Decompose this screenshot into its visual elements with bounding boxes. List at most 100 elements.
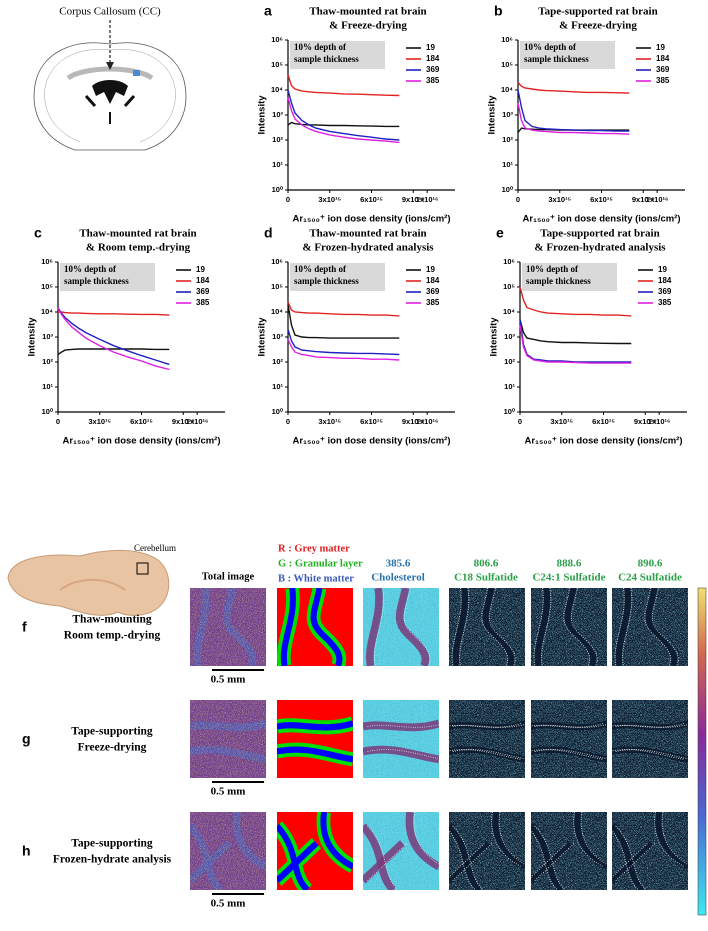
legend-label: 369 — [656, 65, 670, 74]
sagittal-label: Cerebellum — [134, 543, 176, 553]
annotation: sample thickness — [526, 276, 591, 286]
ion-image — [449, 588, 525, 666]
image-band-edge — [452, 723, 525, 728]
ion-image — [363, 700, 439, 778]
y-tick-label: 10² — [42, 357, 53, 366]
annotation-box — [290, 41, 385, 69]
legend-label: 19 — [656, 43, 665, 52]
image-band-edge — [413, 812, 439, 865]
series-line — [287, 89, 400, 141]
x-axis-label: Ar₁₅₀₀⁺ ion dose density (ions/cm²) — [62, 436, 220, 447]
series-line — [287, 304, 400, 339]
series-line — [57, 307, 170, 371]
image-band — [452, 588, 469, 666]
y-tick-label: 10⁰ — [272, 185, 284, 194]
y-tick-label: 10¹ — [42, 382, 53, 391]
image-band-edge — [534, 749, 607, 760]
series-line — [287, 97, 400, 144]
ion-image — [531, 812, 607, 890]
rgb-legend: G : Granular layer — [278, 558, 363, 569]
series-line — [287, 301, 400, 317]
series-line — [287, 74, 400, 97]
image-grain — [363, 700, 439, 778]
row-panel-letter: f — [22, 619, 27, 635]
image-band-edge — [491, 812, 522, 868]
image-band-edge — [615, 825, 647, 890]
image-band — [405, 812, 439, 871]
chart-title: & Room temp.-drying — [86, 242, 191, 254]
image-band-edge — [615, 842, 656, 881]
legend-label: 369 — [658, 287, 672, 296]
image-band-edge — [612, 749, 685, 760]
image-band-edge — [481, 588, 509, 666]
image-band — [531, 840, 573, 883]
color-bar — [697, 587, 707, 916]
y-tick-label: 10⁴ — [501, 85, 513, 94]
chart-title: Thaw-mounted rat brain — [309, 6, 426, 18]
image-band — [280, 588, 297, 666]
image-band — [363, 719, 439, 732]
column-header: Total image — [202, 571, 255, 582]
image-band — [612, 840, 654, 883]
image-band — [277, 720, 353, 731]
image-band-edge — [612, 830, 639, 890]
image-band-edge — [449, 830, 476, 890]
x-tick-label: 3x10¹⁵ — [88, 417, 111, 426]
image-band — [564, 588, 597, 666]
image-band-edge — [534, 825, 566, 890]
x-tick-label: 6x10¹⁵ — [592, 417, 615, 426]
image-band — [363, 840, 406, 884]
x-tick-label: 0 — [516, 195, 520, 204]
image-band-edge — [563, 588, 591, 666]
row-label: Frozen-hydrate analysis — [53, 854, 172, 866]
image-band-edge — [367, 724, 439, 728]
y-tick-label: 10⁵ — [501, 60, 513, 69]
ion-image — [363, 588, 439, 666]
image-band-edge — [531, 722, 604, 728]
legend-label: 385 — [658, 298, 672, 307]
annotation: 10% depth of — [526, 264, 579, 274]
panel-letter: e — [496, 225, 504, 241]
image-band-edge — [367, 825, 399, 890]
x-tick-label: 0 — [286, 195, 290, 204]
image-band-edge — [612, 722, 685, 728]
y-tick-label: 10⁶ — [503, 257, 515, 266]
ion-image — [277, 588, 353, 666]
x-tick-label: 6x10¹⁵ — [130, 417, 153, 426]
image-band-edge — [661, 812, 688, 865]
line-chart: d Thaw-mounted rat brain & Frozen-hydrated… — [257, 225, 455, 447]
y-tick-label: 10⁵ — [271, 282, 283, 291]
scale-bar-label: 0.5 mm — [211, 674, 246, 686]
image-band — [310, 588, 343, 666]
ion-name: C18 Sulfatide — [454, 572, 518, 584]
ion-image — [612, 700, 688, 778]
x-axis-label: Ar₁₅₀₀⁺ ion dose density (ions/cm²) — [292, 214, 450, 225]
y-tick-label: 10⁴ — [503, 307, 515, 316]
scale-bar-label: 0.5 mm — [211, 898, 246, 910]
y-tick-label: 10⁰ — [502, 185, 514, 194]
x-tick-label: 1x10¹⁶ — [416, 417, 439, 426]
y-tick-label: 10⁵ — [503, 282, 515, 291]
ion-mz: 890.6 — [638, 558, 663, 570]
image-band — [449, 840, 491, 883]
ion-image — [612, 588, 688, 666]
y-tick-label: 10⁵ — [271, 60, 283, 69]
legend-label: 385 — [426, 76, 440, 85]
annotation: 10% depth of — [524, 42, 577, 52]
sagittal-schematic: Cerebellum — [7, 543, 176, 616]
x-tick-label: 3x10¹⁵ — [318, 417, 341, 426]
y-tick-label: 10¹ — [272, 160, 283, 169]
chart-title: Thaw-mounted rat brain — [79, 228, 196, 240]
chart-title: & Freeze-drying — [329, 20, 407, 32]
ion-image — [449, 812, 525, 890]
y-axis-label: Intensity — [257, 317, 268, 357]
legend-label: 184 — [196, 276, 210, 285]
legend-label: 19 — [426, 265, 435, 274]
annotation: sample thickness — [524, 54, 589, 64]
image-grain — [531, 700, 607, 778]
image-band — [395, 588, 430, 666]
chart-title: Tape-supported rat brain — [540, 228, 659, 240]
x-tick-label: 6x10¹⁵ — [590, 195, 613, 204]
line-chart: a Thaw-mounted rat brain & Freeze-drying 10… — [257, 3, 455, 225]
